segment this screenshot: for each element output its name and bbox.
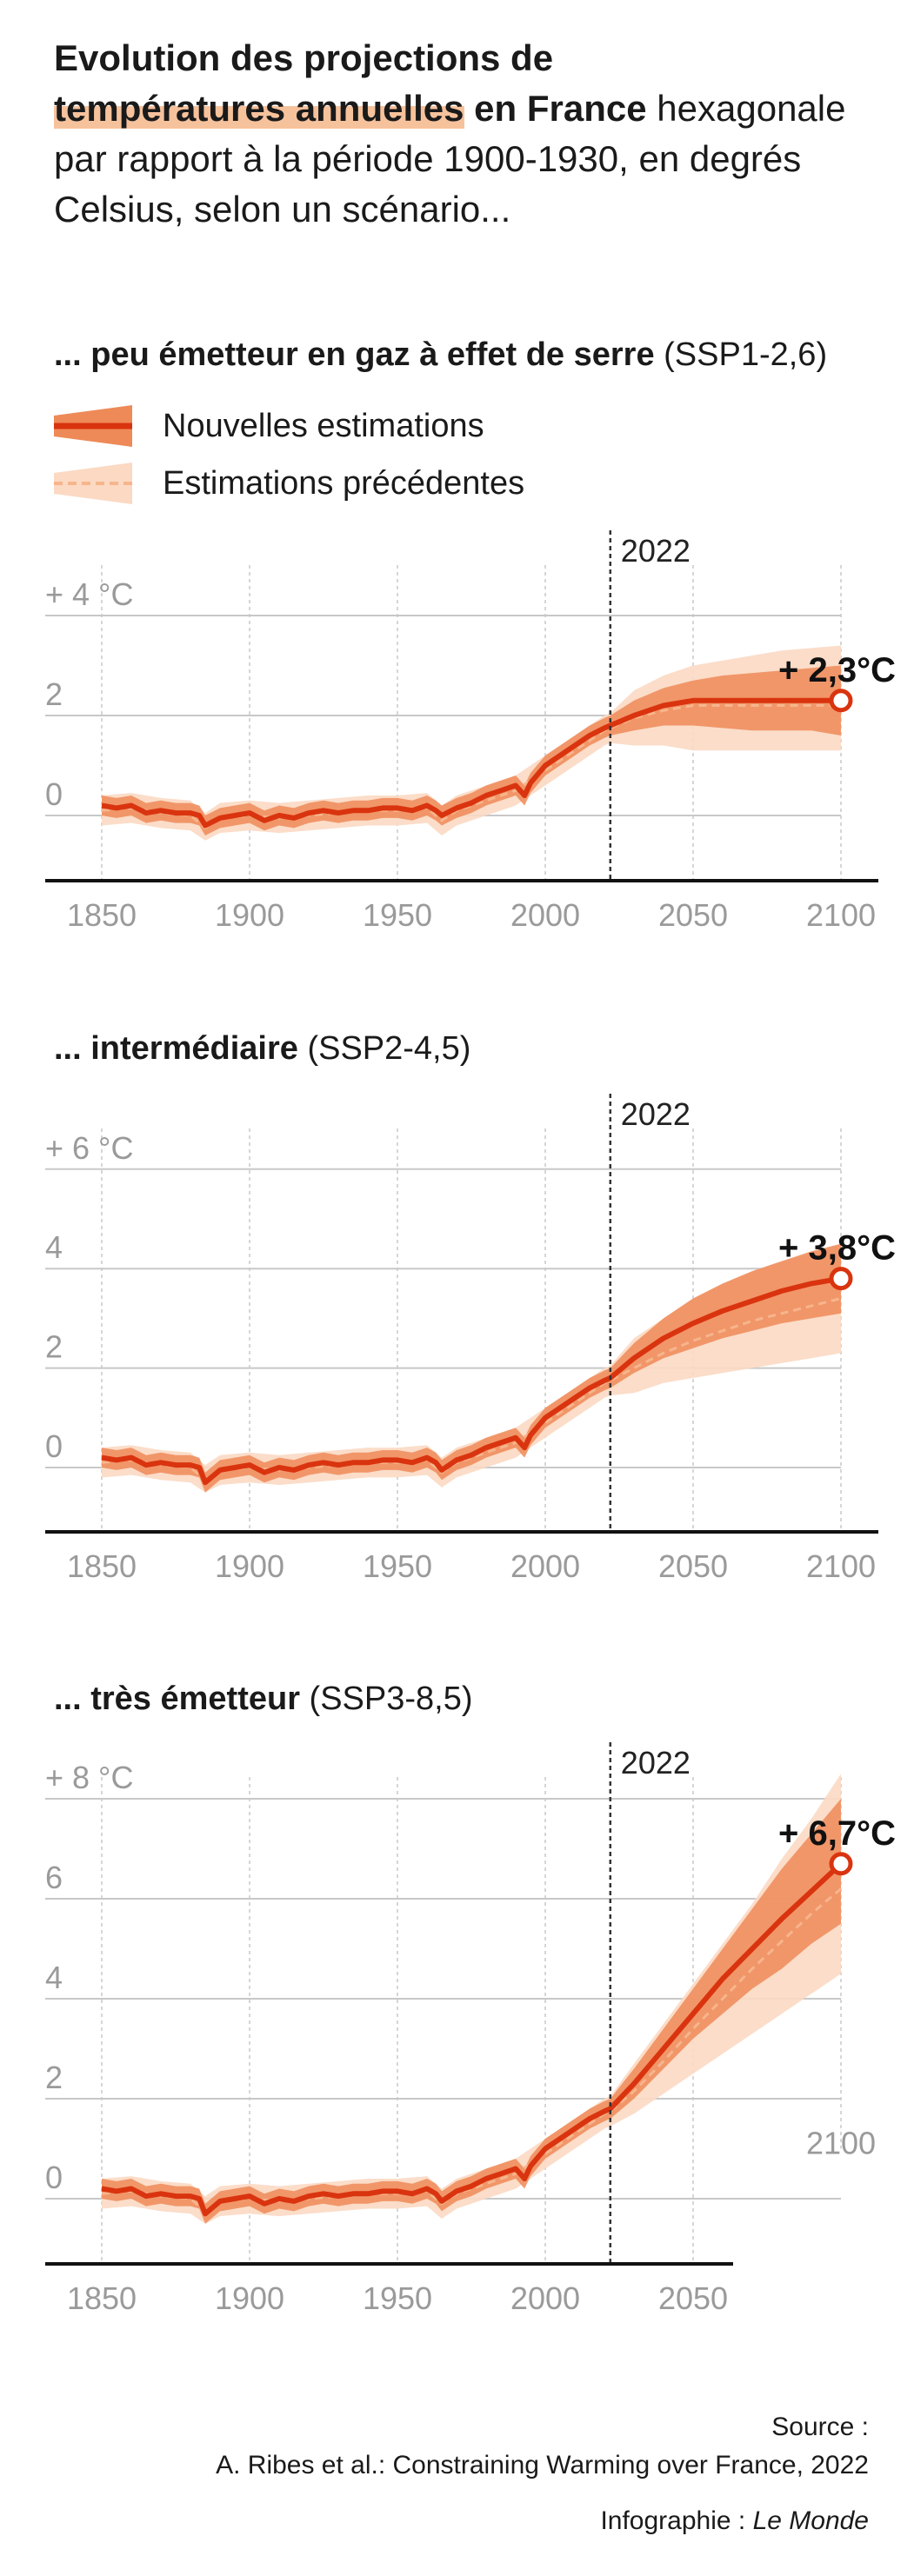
y-tick-label: 2 bbox=[45, 1329, 63, 1365]
x-tick-label: 1950 bbox=[363, 2280, 432, 2316]
marker-2022-label: 2022 bbox=[621, 1745, 691, 1781]
legend-label-old: Estimations précédentes bbox=[163, 465, 525, 502]
scenario-title-3: ... très émetteur (SSP3-8,5) bbox=[54, 1678, 473, 1720]
title-bold-part1: Evolution des projections de bbox=[54, 37, 554, 78]
source-text: A. Ribes et al.: Constraining Warming ov… bbox=[216, 2451, 869, 2479]
x-tick-label: 2050 bbox=[658, 897, 728, 933]
x-tick-label: 1900 bbox=[215, 2280, 284, 2316]
x-tick-label: 1950 bbox=[363, 1548, 432, 1584]
marker-2022-label: 2022 bbox=[621, 533, 691, 569]
scenario-code-3: (SSP3-8,5) bbox=[300, 1681, 473, 1717]
chart-title: Evolution des projections de température… bbox=[54, 33, 889, 235]
line-new bbox=[101, 697, 841, 829]
x-tick-label: 2050 bbox=[658, 1548, 728, 1584]
y-tick-label: + 8 °C bbox=[45, 1760, 133, 1795]
chart-ssp126: 2022 0 2 + 4 °C 1850 1900 1950 2000 2050 2100 + 2,… bbox=[45, 530, 896, 933]
legend-label-new: Nouvelles estimations bbox=[163, 408, 484, 444]
title-bold-part2: en France bbox=[464, 88, 647, 129]
y-tick-label: + 6 °C bbox=[45, 1130, 133, 1166]
y-tick-label: 2 bbox=[45, 2060, 63, 2095]
x-tick-label: 2100 bbox=[806, 897, 876, 933]
end-point bbox=[829, 1267, 853, 1291]
scenario-title-2: ... intermédiaire (SSP2-4,5) bbox=[54, 1028, 470, 1069]
marker-2022-label: 2022 bbox=[621, 1096, 691, 1132]
y-tick-label: 4 bbox=[45, 1229, 63, 1265]
end-point bbox=[829, 689, 853, 713]
credit-brand: Le Monde bbox=[752, 2506, 869, 2535]
end-value-label: + 3,8°C bbox=[778, 1229, 896, 1268]
y-tick-label: 0 bbox=[45, 776, 63, 812]
chart-ssp245: 2022 0 2 4 + 6 °C 1850 1900 1950 2000 2050 2100 + 3… bbox=[45, 1094, 896, 1584]
legend-swatch-old bbox=[54, 463, 132, 504]
scenario-bold-1: peu émetteur en gaz à effet de serre bbox=[90, 336, 655, 373]
source-label: Source : bbox=[771, 2413, 869, 2441]
scenario-prefix-1: ... bbox=[54, 336, 91, 373]
scenario-bold-3: très émetteur bbox=[90, 1681, 300, 1717]
legend-item-new: Nouvelles estimations bbox=[54, 400, 484, 452]
y-tick-label: 0 bbox=[45, 1428, 63, 1464]
scenario-prefix-3: ... bbox=[54, 1681, 91, 1717]
x-tick-label: 1850 bbox=[67, 897, 137, 933]
legend-item-old: Estimations précédentes bbox=[54, 457, 524, 509]
y-tick-label: 0 bbox=[45, 2160, 63, 2195]
title-subtitle: hexagonale par rapport à la période 1900… bbox=[54, 88, 846, 230]
x-tick-label: 1850 bbox=[67, 1548, 137, 1584]
x-tick-label: 2100 bbox=[806, 1548, 876, 1584]
chart-ssp370: 2022 0 2 4 6 + 8 °C 1850 1900 1950 2000 2050 2100 + … bbox=[45, 1742, 896, 2316]
y-tick-label: 2 bbox=[45, 676, 63, 712]
x-tick-label: 2050 bbox=[658, 2280, 728, 2316]
scenario-code-1: (SSP1-2,6) bbox=[654, 336, 828, 373]
title-highlight: températures annuelles bbox=[54, 88, 464, 129]
y-tick-label: 4 bbox=[45, 1960, 63, 1995]
x-tick-label: 1900 bbox=[215, 1548, 284, 1584]
x-tick-label: 1900 bbox=[215, 897, 284, 933]
credit: Infographie : Le Monde bbox=[600, 2502, 869, 2540]
x-tick-label: 1850 bbox=[67, 2280, 137, 2316]
line-new bbox=[101, 1275, 842, 1486]
end-value-label: + 2,3°C bbox=[778, 651, 896, 689]
y-tick-label: + 4 °C bbox=[45, 576, 133, 612]
credit-prefix: Infographie : bbox=[600, 2506, 753, 2535]
x-tick-label: 2000 bbox=[510, 2280, 580, 2316]
scenario-bold-2: intermédiaire bbox=[90, 1030, 298, 1067]
scenario-code-2: (SSP2-4,5) bbox=[297, 1030, 471, 1067]
line-new bbox=[101, 1861, 844, 2217]
scenario-title-1: ... peu émetteur en gaz à effet de serre… bbox=[54, 334, 827, 376]
x-tick-label: 2000 bbox=[510, 897, 580, 933]
scenario-prefix-2: ... bbox=[54, 1030, 91, 1067]
end-point bbox=[829, 1852, 853, 1876]
source-block: Source : A. Ribes et al.: Constraining W… bbox=[216, 2408, 869, 2485]
x-tick-label: 2000 bbox=[510, 1548, 580, 1584]
end-value-label: + 6,7°C bbox=[778, 1814, 896, 1853]
legend-swatch-new bbox=[54, 405, 132, 447]
y-tick-label: 6 bbox=[45, 1860, 63, 1895]
x-tick-label: 1950 bbox=[363, 897, 432, 933]
x-tick-label: 2100 bbox=[806, 2125, 876, 2160]
